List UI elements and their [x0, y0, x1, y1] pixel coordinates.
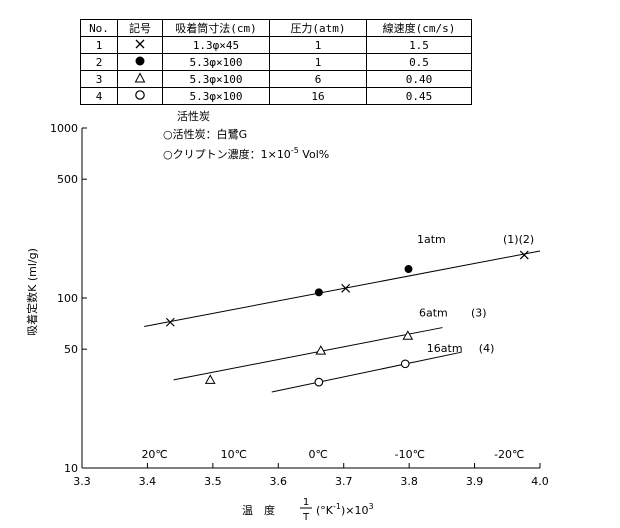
notes-line2-exp: -5 — [291, 146, 299, 155]
series-tag: (1)(2) — [503, 233, 534, 246]
data-point-triangle — [315, 345, 327, 355]
x-axis-frac-den: T — [302, 512, 310, 523]
fit-line — [144, 250, 541, 327]
x-tick-label: 3.5 — [204, 475, 222, 488]
temperature-label: 20℃ — [141, 448, 167, 461]
notes-heading: 活性炭 — [177, 109, 210, 123]
axes: 1000 500 100 50 103.3 3.4 3.5 3.6 3.7 3.8 3.9 4.0 20… — [50, 122, 549, 488]
temperature-label: -20℃ — [494, 448, 524, 461]
row-velocity: 0.45 — [366, 87, 472, 105]
y-tick-label: 1000 — [50, 122, 78, 135]
data-markers — [165, 250, 529, 387]
series-label: 16atm — [427, 342, 463, 355]
table-row: 2 5.3φ×100 1 0.5 — [80, 53, 472, 71]
x-axis-label-prefix: 温 度 — [242, 503, 275, 517]
row-size: 5.3φ×100 — [162, 87, 270, 105]
x-tick-label: 3.6 — [270, 475, 288, 488]
header-velocity: 線速度(cm/s) — [366, 19, 472, 37]
data-point-filled-circle — [314, 288, 323, 297]
temperature-label: -10℃ — [395, 448, 425, 461]
fit-line — [173, 327, 443, 381]
row-no: 4 — [80, 87, 118, 105]
x-axis-label-suffix: (°K-1)×103 — [316, 502, 374, 517]
table-row: 3 5.3φ×100 6 0.40 — [80, 70, 472, 88]
series-label: 6atm — [419, 306, 448, 319]
series-tag: (3) — [471, 306, 487, 319]
y-tick-label: 10 — [64, 462, 78, 475]
x-tick-label: 3.8 — [400, 475, 418, 488]
x-axis-suffix-exp2: 3 — [369, 502, 374, 511]
x-axis-suffix-a: (°K — [316, 504, 334, 517]
x-tick-label: 3.4 — [139, 475, 157, 488]
x-tick-label: 3.9 — [466, 475, 484, 488]
data-point-cross — [341, 283, 351, 293]
data-point-cross — [519, 250, 529, 260]
series-tag: (4) — [479, 342, 495, 355]
notes-line2-suffix: Vol% — [299, 148, 329, 161]
x-axis-suffix-b: )×10 — [341, 504, 369, 517]
x-tick-label: 4.0 — [531, 475, 549, 488]
temperature-label: 0℃ — [309, 448, 328, 461]
notes-line2: ○クリプトン濃度：1×10-5 Vol% — [163, 146, 329, 161]
legend-table-header: No. 記号 吸着筒寸法(cm) 圧力(atm) 線速度(cm/s) — [80, 19, 472, 37]
y-tick-label: 500 — [57, 173, 78, 186]
y-tick-label: 100 — [57, 292, 78, 305]
series-label: 1atm — [417, 233, 446, 246]
fit-line — [271, 351, 462, 393]
data-point-filled-circle — [404, 265, 413, 274]
data-point-open-circle — [314, 377, 324, 387]
open-circle-icon — [117, 87, 163, 105]
series-labels: 1atm (1)(2) 6atm (3) 16atm (4) — [417, 233, 534, 355]
x-axis-suffix-exp: -1 — [333, 502, 341, 511]
data-point-triangle — [204, 374, 216, 384]
data-point-cross — [165, 317, 175, 327]
data-point-open-circle — [400, 359, 410, 369]
x-tick-label: 3.3 — [73, 475, 91, 488]
temperature-label: 10℃ — [221, 448, 247, 461]
x-tick-label: 3.7 — [335, 475, 353, 488]
data-point-triangle — [402, 330, 414, 340]
fit-lines — [144, 250, 541, 393]
x-axis-frac-num: 1 — [303, 497, 309, 508]
row-pressure: 16 — [269, 87, 367, 105]
y-axis-label: 吸着定数K (ml/g) — [25, 248, 39, 336]
legend-table: No. 記号 吸着筒寸法(cm) 圧力(atm) 線速度(cm/s) 1 1.3… — [80, 19, 472, 105]
notes-line2-prefix: ○クリプトン濃度：1×10 — [163, 147, 291, 161]
y-tick-label: 50 — [64, 343, 78, 356]
notes-line1: ○活性炭：白鷺G — [163, 127, 247, 141]
table-row: 4 5.3φ×100 16 0.45 — [80, 87, 472, 105]
